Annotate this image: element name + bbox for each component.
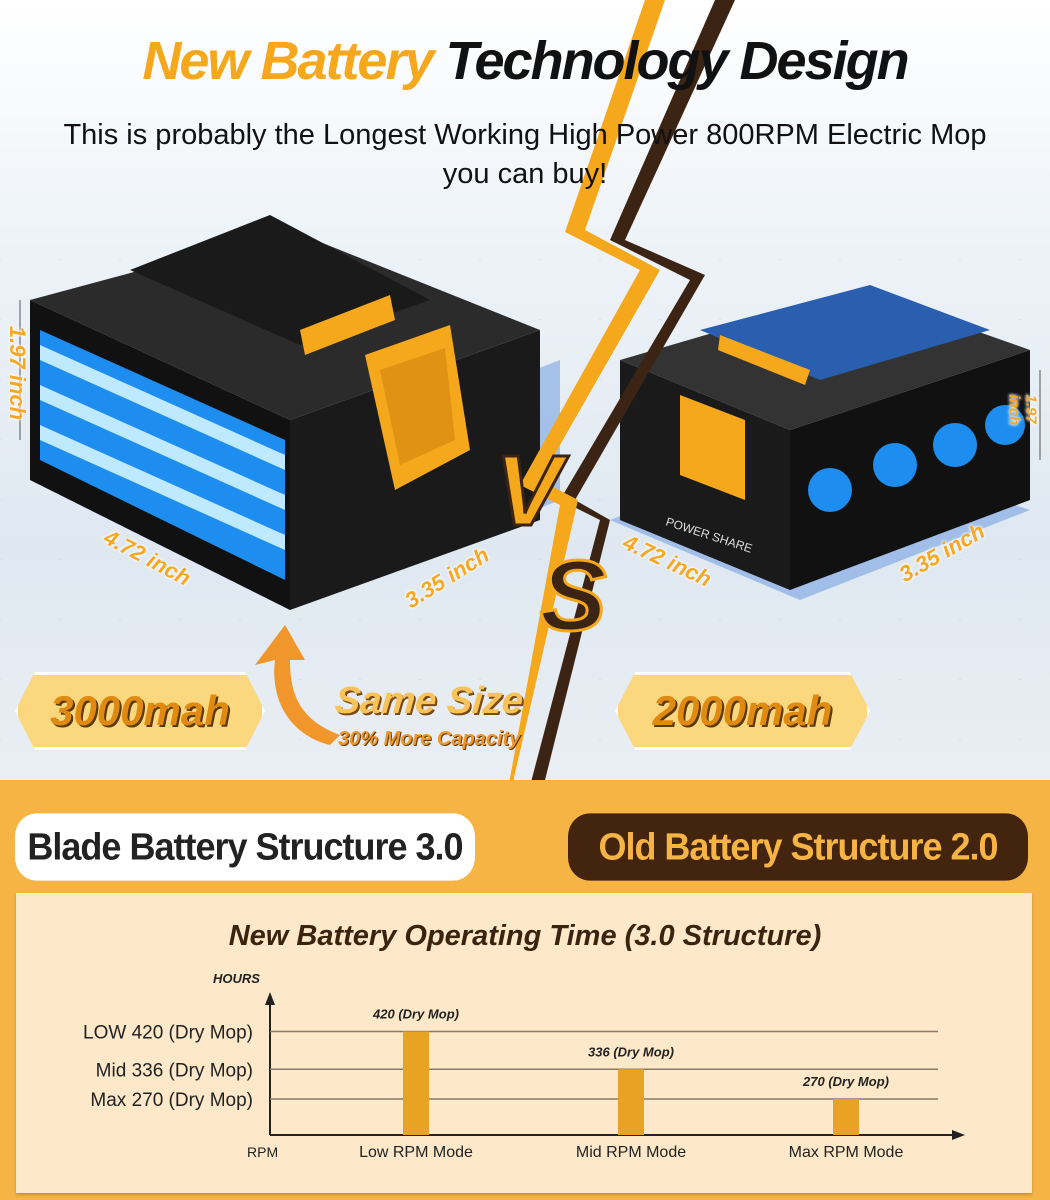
vs-v-letter: V xyxy=(495,435,569,547)
y-tick-label: Max 270 (Dry Mop) xyxy=(90,1090,253,1111)
capacity-badge-2000: 2000mah xyxy=(615,672,870,750)
x-axis-arrow xyxy=(952,1130,965,1140)
bar-low-rpm-mode xyxy=(403,1031,429,1135)
up-arrow-icon xyxy=(255,625,340,745)
x-tick-label: Mid RPM Mode xyxy=(576,1144,686,1161)
hero-section: V S POWER SHARE New Battery Technology D… xyxy=(0,0,1050,780)
y-tick-label: LOW 420 (Dry Mop) xyxy=(83,1023,253,1044)
old-structure-label: Old Battery Structure 2.0 xyxy=(568,813,1028,881)
y-axis-label: HOURS xyxy=(213,971,260,986)
title-main: Technology Design xyxy=(445,31,910,91)
x-tick-label: Max RPM Mode xyxy=(789,1144,904,1161)
chart-title: New Battery Operating Time (3.0 Structur… xyxy=(228,920,822,952)
more-capacity-text: 30% More Capacity xyxy=(338,728,521,750)
x-tick-label: Low RPM Mode xyxy=(359,1144,473,1161)
title-highlight: New Battery xyxy=(142,31,434,91)
chart-panel xyxy=(16,893,1032,1193)
data-label: 420 (Dry Mop) xyxy=(372,1007,459,1022)
capacity-badge-3000: 3000mah xyxy=(15,672,265,750)
y-tick-label: Mid 336 (Dry Mop) xyxy=(96,1060,253,1081)
left-battery-image xyxy=(30,215,560,610)
vs-s-letter: S xyxy=(540,540,607,652)
page-title: New Battery Technology Design xyxy=(0,30,1050,92)
blade-structure-label: Blade Battery Structure 3.0 xyxy=(15,813,475,881)
y-axis-arrow xyxy=(265,992,275,1005)
bar-max-rpm-mode xyxy=(833,1099,859,1135)
divider-bolt xyxy=(531,0,735,780)
data-label: 270 (Dry Mop) xyxy=(802,1074,889,1089)
data-label: 336 (Dry Mop) xyxy=(588,1044,674,1059)
right-battery-image xyxy=(610,285,1030,600)
bar-mid-rpm-mode xyxy=(618,1069,644,1135)
subtitle: This is probably the Longest Working Hig… xyxy=(63,119,987,190)
x-axis-label: RPM xyxy=(247,1144,278,1160)
illustration: V S POWER SHARE xyxy=(19,0,1041,780)
